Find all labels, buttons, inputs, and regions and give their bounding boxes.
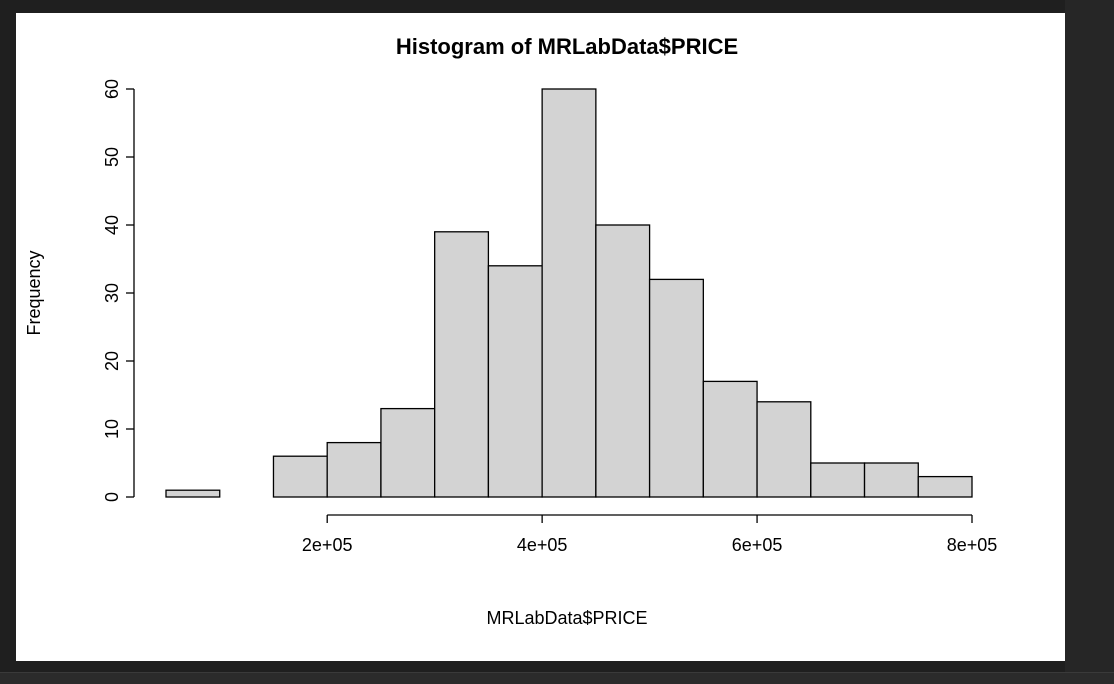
histogram-bar [756,401,812,498]
histogram-bar [863,462,919,498]
x-tick-label: 6e+05 [732,535,783,555]
y-axis-label: Frequency [24,250,44,335]
histogram-chart: Histogram of MRLabData$PRICE 2e+05 4e+05 6… [24,34,998,628]
right-panel-edge [1065,0,1114,683]
histogram-bar [165,489,221,498]
histogram-bar [487,265,543,498]
x-tick-label: 2e+05 [302,535,353,555]
histogram-bar [380,407,436,498]
y-tick-label: 50 [102,147,122,167]
x-axis: 2e+05 4e+05 6e+05 8e+05 [302,514,998,555]
histogram-bar [272,455,328,498]
histogram-bar [434,231,490,498]
plot-panel: Histogram of MRLabData$PRICE 2e+05 4e+05 6… [16,13,1065,661]
y-tick-label: 10 [102,419,122,439]
y-tick-label: 0 [102,492,122,502]
y-tick-label: 20 [102,351,122,371]
histogram-bar [595,224,651,498]
x-axis-label: MRLabData$PRICE [486,608,647,628]
y-tick-label: 40 [102,215,122,235]
bottom-panel-edge [0,672,1114,684]
histogram-bar [810,462,866,498]
histogram-bar [702,380,758,498]
chart-title: Histogram of MRLabData$PRICE [396,34,738,59]
bars-group [165,88,973,498]
y-tick-label: 30 [102,283,122,303]
x-tick-label: 4e+05 [517,535,568,555]
histogram-bar [917,475,973,498]
histogram-bar [541,88,597,498]
y-tick-label: 60 [102,79,122,99]
histogram-bar [326,441,382,498]
histogram-bar [648,278,704,498]
x-tick-label: 8e+05 [947,535,998,555]
y-axis: 0 10 20 30 40 50 60 [102,79,135,502]
